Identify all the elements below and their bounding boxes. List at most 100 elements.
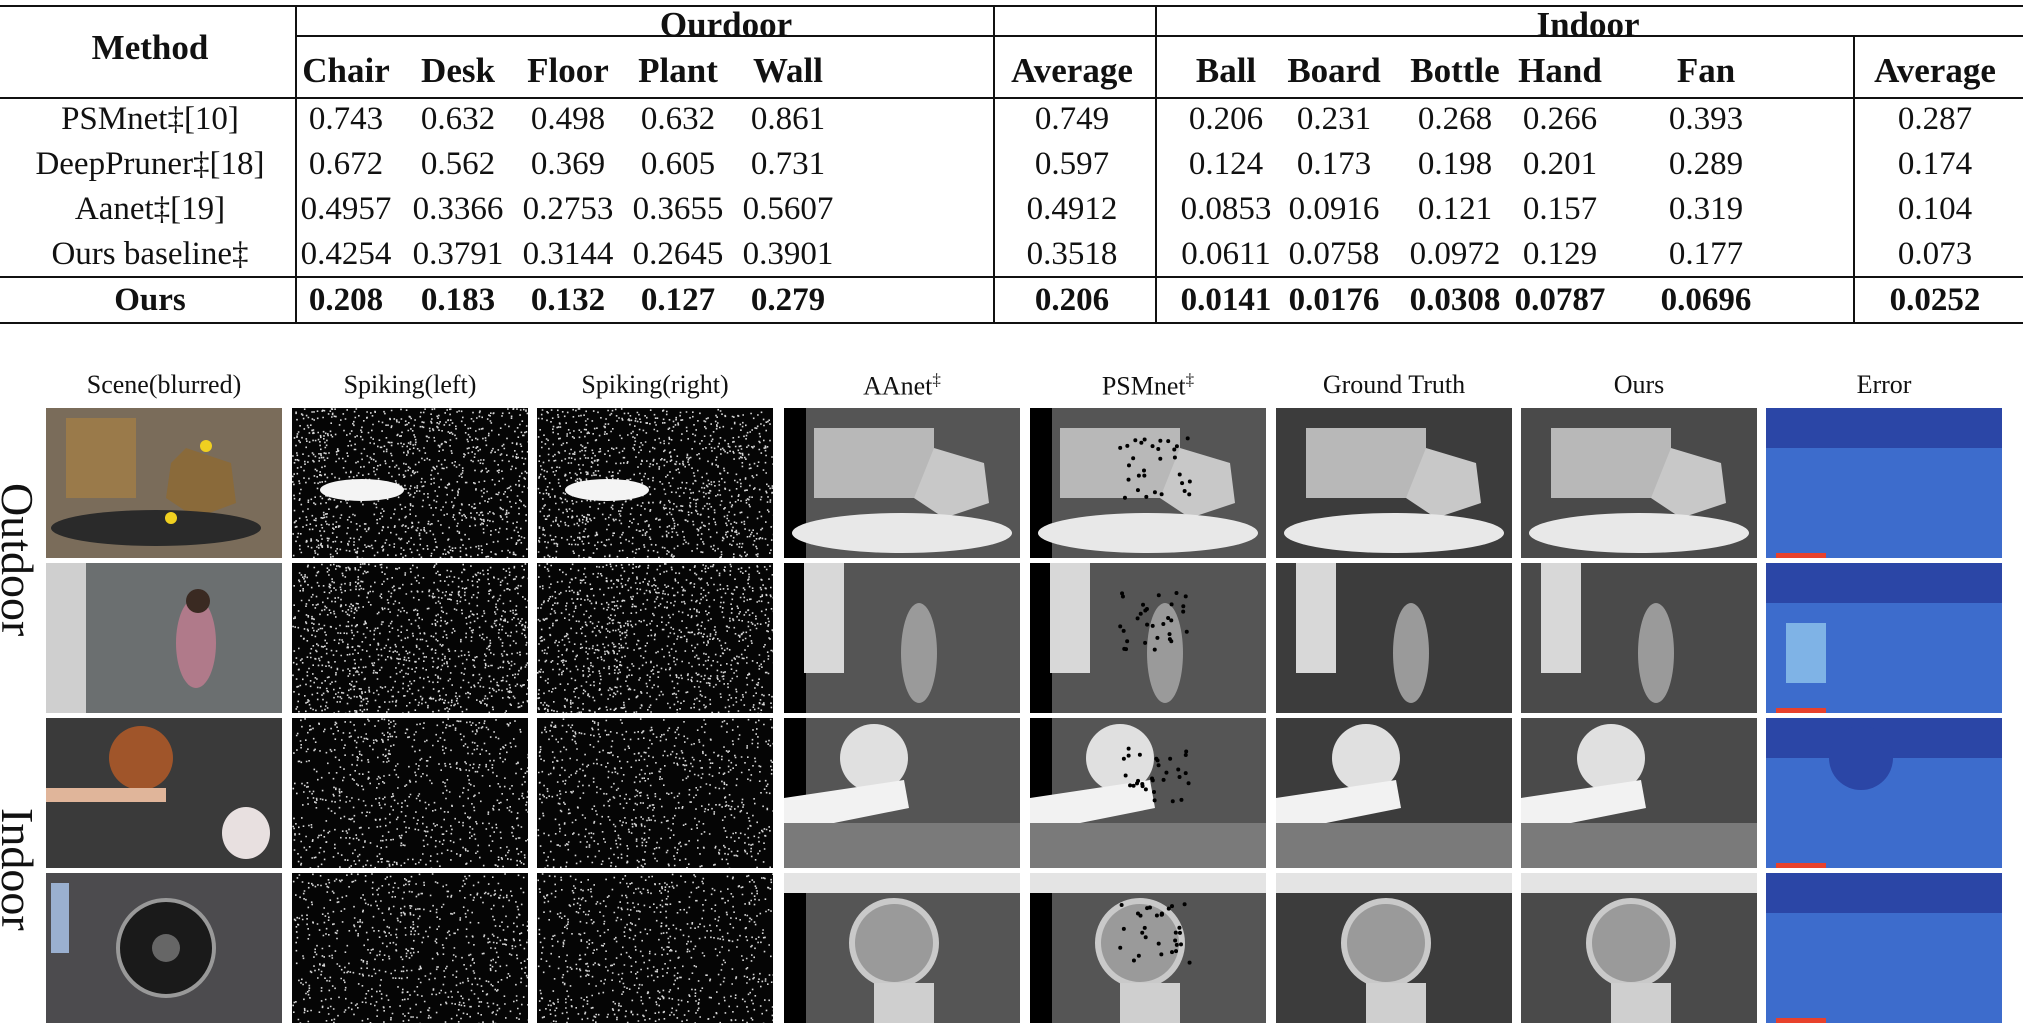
table-cell: 0.279: [750, 282, 826, 318]
row-group-label: Outdoor: [0, 482, 43, 637]
figure-panel-spike: [292, 718, 528, 868]
panel-image: [1766, 718, 2002, 868]
row-method: Ours: [114, 282, 186, 318]
column-header: Floor: [527, 51, 609, 90]
panel-image: [292, 408, 528, 558]
table-rule: [0, 97, 2023, 99]
table-cell: 0.0611: [1181, 236, 1271, 272]
table-cell: 0.731: [750, 146, 826, 182]
table-cell: 0.0916: [1288, 191, 1380, 227]
figure-panel-error: [1766, 408, 2002, 558]
table-cell: 0.266: [1522, 101, 1598, 137]
panel-image: [784, 408, 1020, 558]
table-cell: 0.201: [1522, 146, 1598, 182]
table-divider: [1853, 35, 1855, 322]
table-cell: 0.319: [1668, 191, 1744, 227]
column-title-text: AAnet: [863, 371, 933, 401]
column-title: Ground Truth: [1256, 370, 1532, 400]
table-cell: 0.0758: [1288, 236, 1380, 272]
panel-image: [537, 563, 773, 713]
table-cell: 0.127: [640, 282, 716, 318]
table-cell: 0.132: [530, 282, 606, 318]
table-cell: 0.743: [308, 101, 384, 137]
table-cell: 0.393: [1668, 101, 1744, 137]
table-cell: 0.4957: [300, 191, 392, 227]
table-cell: 0.0252: [1889, 282, 1981, 318]
column-header: Chair: [302, 51, 390, 90]
panel-image: [1030, 563, 1266, 713]
column-title: PSMnet‡: [1010, 370, 1286, 402]
column-title-text: Scene(blurred): [86, 370, 242, 399]
table-cell: 0.2753: [522, 191, 614, 227]
table-cell: 0.0853: [1180, 191, 1272, 227]
figure-panel-depth-p: [1030, 563, 1266, 713]
table-cell: 0.0308: [1409, 282, 1501, 318]
table-divider: [295, 5, 297, 322]
figure-panel-spike: [292, 563, 528, 713]
table-cell: 0.861: [750, 101, 826, 137]
panel-image: [1521, 873, 1757, 1023]
panel-image: [292, 873, 528, 1023]
figure-panel-depth-p: [1030, 873, 1266, 1023]
column-header: Board: [1287, 51, 1381, 90]
panel-image: [537, 718, 773, 868]
table-cell: 0.198: [1417, 146, 1493, 182]
table-cell: 0.632: [640, 101, 716, 137]
table-cell: 0.073: [1897, 236, 1973, 272]
figure-panel-depth-gt: [1276, 408, 1512, 558]
table-cell: 0.206: [1034, 282, 1110, 318]
panel-image: [1521, 718, 1757, 868]
column-title-dagger: ‡: [1185, 370, 1195, 389]
table-cell: 0.0972: [1409, 236, 1501, 272]
column-title-text: Spiking(left): [343, 370, 477, 399]
table-cell: 0.289: [1668, 146, 1744, 182]
table-cell: 0.0141: [1180, 282, 1272, 318]
column-title-text: Error: [1856, 370, 1912, 399]
panel-image: [784, 563, 1020, 713]
figure-panel-depth-ours: [1521, 563, 1757, 713]
table-cell: 0.498: [530, 101, 606, 137]
table-cell: 0.124: [1188, 146, 1264, 182]
table-cell: 0.3655: [632, 191, 724, 227]
panel-image: [1521, 563, 1757, 713]
table-cell: 0.672: [308, 146, 384, 182]
column-title-text: Ground Truth: [1322, 370, 1466, 399]
table-cell: 0.3144: [522, 236, 614, 272]
table-divider: [993, 35, 995, 322]
table-cell: 0.3518: [1026, 236, 1118, 272]
panel-image: [537, 873, 773, 1023]
panel-image: [1766, 873, 2002, 1023]
table-cell: 0.208: [308, 282, 384, 318]
row-method: Aanet‡[19]: [74, 191, 226, 227]
results-table: Method Ourdoor Indoor Chair Desk Floor Plant Wa…: [0, 0, 2023, 330]
table-divider: [1155, 5, 1157, 322]
figure-panel-depth-ours: [1521, 718, 1757, 868]
table-cell: 0.4912: [1026, 191, 1118, 227]
column-header: Hand: [1518, 51, 1602, 90]
table-cell: 0.268: [1417, 101, 1493, 137]
column-title: Spiking(right): [517, 370, 793, 400]
table-rule: [295, 35, 2023, 37]
table-cell: 0.104: [1897, 191, 1973, 227]
figure-panel-depth-a: [784, 408, 1020, 558]
column-title: AAnet‡: [764, 370, 1040, 402]
column-header: Plant: [638, 51, 718, 90]
column-title: Scene(blurred): [26, 370, 302, 400]
column-title: Ours: [1501, 370, 1777, 400]
table-cell: 0.5607: [742, 191, 834, 227]
row-method: PSMnet‡[10]: [61, 101, 239, 137]
column-header: Average: [1874, 51, 1996, 90]
figure-panel-depth-a: [784, 718, 1020, 868]
panel-image: [1276, 718, 1512, 868]
table-cell: 0.183: [420, 282, 496, 318]
table-cell: 0.231: [1296, 101, 1372, 137]
table-cell: 0.369: [530, 146, 606, 182]
column-header: Wall: [752, 51, 824, 90]
figure-panel-scene: [46, 873, 282, 1023]
panel-image: [1030, 408, 1266, 558]
figure-panel-spike: [537, 563, 773, 713]
figure-panel-spike: [537, 718, 773, 868]
panel-image: [1276, 873, 1512, 1023]
figure-panel-depth-a: [784, 873, 1020, 1023]
column-header: Average: [1011, 51, 1133, 90]
